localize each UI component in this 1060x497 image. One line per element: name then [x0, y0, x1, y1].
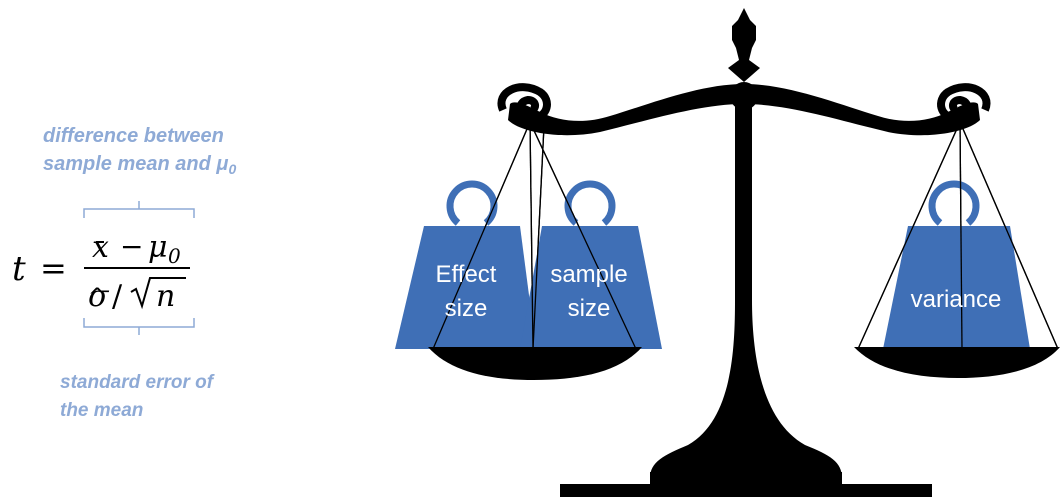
effect-size-weight — [395, 180, 536, 349]
effect-size-label-line2: size — [444, 295, 488, 322]
formula-denominator-n: n — [156, 279, 175, 314]
numerator-annotation: difference between sample mean and μ0 — [43, 122, 303, 183]
left-pan — [428, 347, 642, 380]
sample-weight-body — [520, 226, 662, 349]
scale-base — [560, 484, 932, 497]
effect-size-label: Effect size — [410, 258, 522, 326]
left-chain-overlay — [432, 121, 637, 350]
denominator-annotation-line1: standard error of — [60, 372, 214, 393]
formula-lhs: t — [12, 249, 26, 289]
effect-size-label-line1: Effect — [435, 261, 497, 288]
right-pan — [854, 347, 1060, 378]
denominator-bracket — [83, 318, 195, 335]
variance-weight-handle-icon — [928, 180, 980, 226]
sample-size-label-line2: size — [567, 295, 611, 322]
scale-foot — [650, 472, 842, 487]
formula-denominator-sigma: σ — [88, 279, 110, 314]
denominator-annotation: standard error of the mean — [60, 369, 280, 425]
numerator-annotation-subscript: 0 — [228, 161, 237, 177]
right-scroll-icon — [937, 83, 991, 123]
sample-size-label-line1: sample — [550, 261, 628, 288]
right-chain-overlay — [857, 121, 1059, 350]
variance-weight-body — [883, 226, 1030, 349]
formula-equals: = — [40, 249, 67, 287]
effect-weight-handle-icon — [446, 180, 498, 226]
sample-size-weight — [520, 180, 662, 349]
sample-weight-handle-icon — [564, 180, 616, 226]
numerator-annotation-text: sample mean and — [43, 153, 211, 175]
variance-weight — [883, 180, 1030, 349]
sqrt-icon — [130, 277, 186, 310]
variance-label: variance — [910, 286, 1002, 313]
sigma-hat-icon: ^ — [88, 285, 106, 310]
scale-finial — [728, 8, 760, 82]
left-scroll-icon — [497, 83, 551, 123]
effect-weight-body — [395, 226, 536, 349]
formula-numerator-mu: μ — [148, 230, 168, 265]
numerator-annotation-line2: sample mean and μ0 — [43, 150, 303, 183]
denominator-annotation-line2: the mean — [60, 400, 144, 421]
scale-beam — [497, 83, 991, 136]
formula-denominator-slash: / — [112, 279, 123, 314]
formula-numerator-minus: − — [120, 230, 143, 263]
numerator-annotation-line1: difference between — [43, 125, 224, 147]
scale-pillar — [650, 95, 842, 478]
numerator-bracket — [83, 201, 195, 218]
numerator-annotation-mu: μ — [216, 153, 229, 175]
formula-numerator-x: x — [92, 230, 109, 265]
formula-numerator-subscript: 0 — [168, 244, 181, 268]
sample-size-label: sample size — [530, 258, 648, 326]
